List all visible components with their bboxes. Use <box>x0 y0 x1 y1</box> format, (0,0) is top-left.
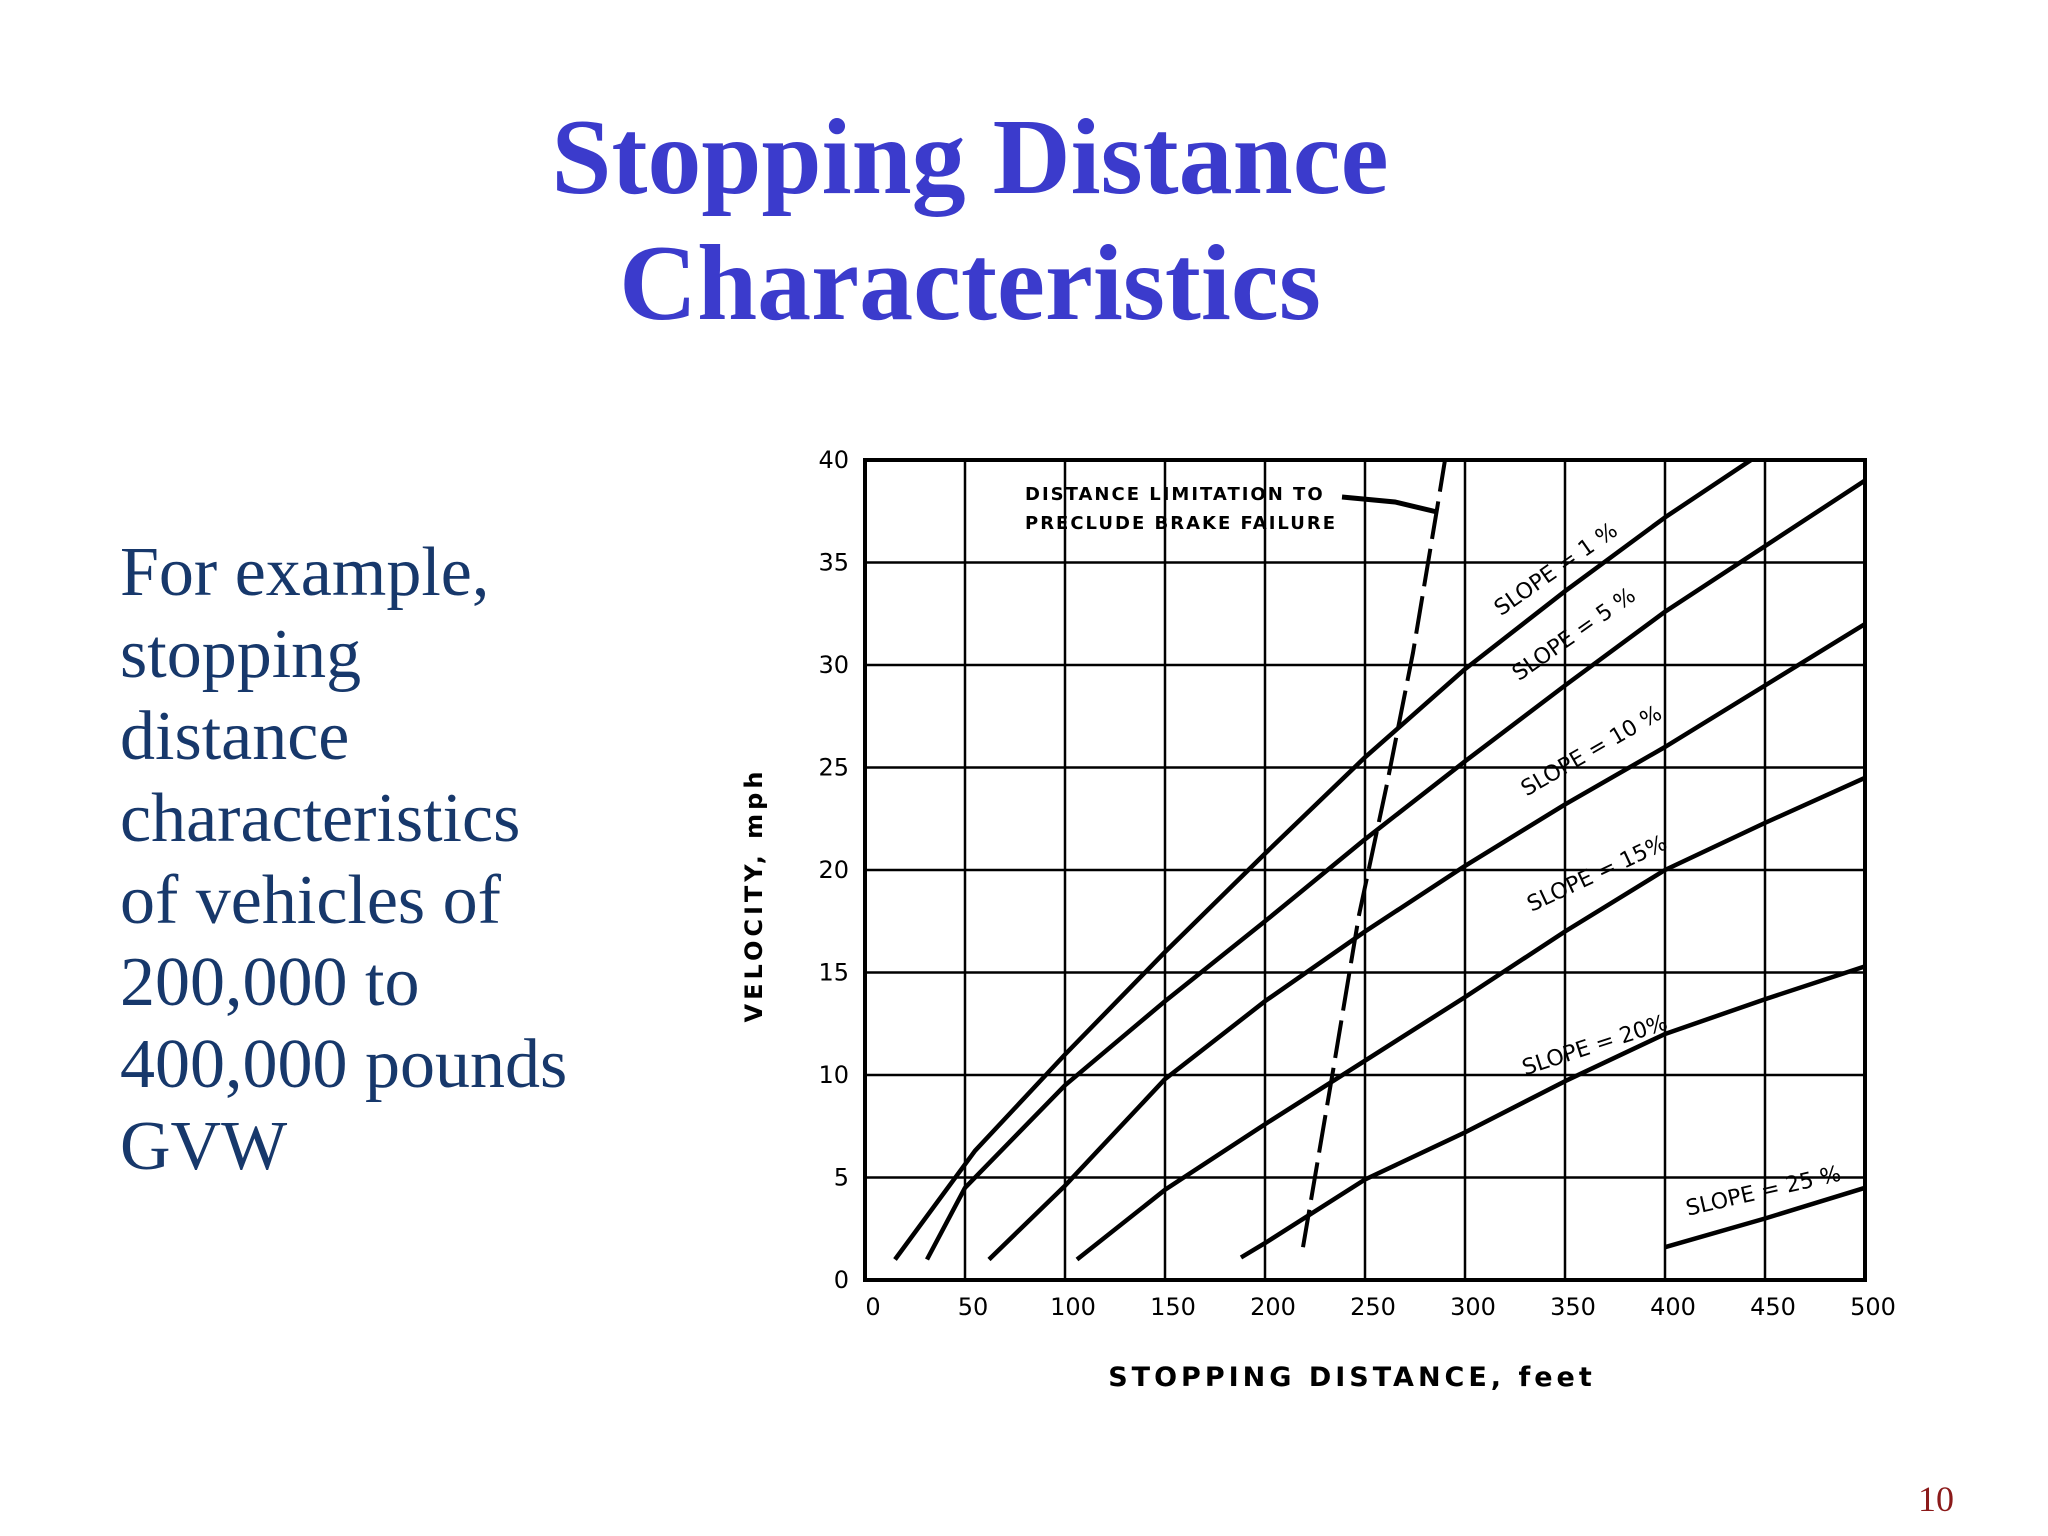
body-line: 200,000 to <box>120 944 420 1021</box>
curve <box>1239 964 1866 1260</box>
x-tick-label: 150 <box>1150 1293 1196 1321</box>
y-tick-label: 40 <box>818 446 849 474</box>
y-tick-label: 0 <box>834 1266 849 1294</box>
y-tick-label: 10 <box>818 1061 849 1089</box>
slide-title: Stopping Distance Characteristics <box>0 95 1940 347</box>
x-tick-label: 500 <box>1850 1293 1896 1321</box>
curve-label: SLOPE = 20% <box>1519 1011 1671 1082</box>
curve-label: SLOPE = 25 % <box>1684 1162 1844 1222</box>
y-tick-label: 20 <box>818 856 849 884</box>
x-tick-label: 400 <box>1650 1293 1696 1321</box>
y-tick-label: 15 <box>818 959 849 987</box>
x-tick-label: 0 <box>865 1293 880 1321</box>
y-axis-label: VELOCITY, mph <box>740 768 768 1023</box>
x-tick-label: 300 <box>1450 1293 1496 1321</box>
x-tick-label: 250 <box>1350 1293 1396 1321</box>
body-line: For example, <box>120 534 490 611</box>
body-line: distance <box>120 698 350 775</box>
body-line: GVW <box>120 1108 288 1185</box>
body-line: 400,000 pounds <box>120 1026 568 1103</box>
plot-frame <box>863 458 1867 1282</box>
x-tick-label: 200 <box>1250 1293 1296 1321</box>
title-line: Stopping Distance <box>551 98 1389 217</box>
body-line: characteristics <box>120 780 521 857</box>
annotation-leader <box>1341 494 1438 515</box>
x-tick-label: 50 <box>958 1293 989 1321</box>
body-text: For example, stopping distance characterist… <box>120 532 567 1188</box>
page-number: 10 <box>1918 1479 1954 1519</box>
curve <box>893 458 1753 1261</box>
y-tick-label: 25 <box>818 754 849 782</box>
curve <box>987 622 1867 1262</box>
body-line: of vehicles of <box>120 862 501 939</box>
y-tick-label: 35 <box>818 549 849 577</box>
curve-label: SLOPE = 15% <box>1523 831 1671 918</box>
x-tick-label: 350 <box>1550 1293 1596 1321</box>
title-line: Characteristics <box>619 224 1321 343</box>
curve <box>1301 459 1447 1248</box>
y-tick-label: 5 <box>834 1164 849 1192</box>
x-tick-label: 100 <box>1050 1293 1096 1321</box>
x-axis-label: STOPPING DISTANCE, feet <box>1108 1362 1596 1393</box>
x-tick-label: 450 <box>1750 1293 1796 1321</box>
curve <box>1075 775 1866 1262</box>
curve <box>1664 1185 1866 1250</box>
body-line: stopping <box>120 616 362 693</box>
annotation: DISTANCE LIMITATION TO <box>1025 484 1325 505</box>
annotation: PRECLUDE BRAKE FAILURE <box>1025 513 1337 534</box>
curve <box>925 478 1867 1261</box>
y-tick-label: 30 <box>818 651 849 679</box>
